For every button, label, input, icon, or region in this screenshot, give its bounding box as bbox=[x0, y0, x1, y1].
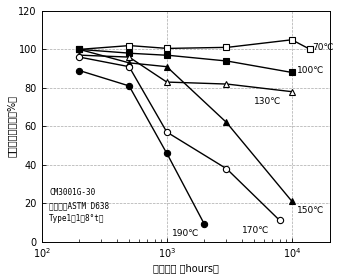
Text: 170℃: 170℃ bbox=[242, 226, 269, 235]
Text: 70℃: 70℃ bbox=[312, 43, 334, 52]
Text: 150℃: 150℃ bbox=[297, 206, 325, 215]
Y-axis label: 拉伸強度保持率（%）: 拉伸強度保持率（%） bbox=[7, 95, 17, 157]
Text: 100℃: 100℃ bbox=[297, 66, 325, 75]
Text: CM3001G-30
試験片：ASTM D638
Type1（1／8°t）: CM3001G-30 試験片：ASTM D638 Type1（1／8°t） bbox=[49, 188, 109, 223]
X-axis label: 处理时间 （hours）: 处理时间 （hours） bbox=[153, 263, 219, 273]
Text: 190℃: 190℃ bbox=[172, 229, 199, 239]
Text: 130℃: 130℃ bbox=[254, 97, 281, 106]
